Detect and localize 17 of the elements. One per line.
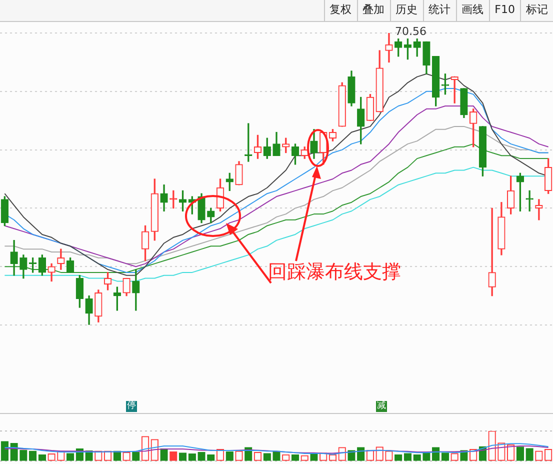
text: 历史 bbox=[390, 0, 423, 21]
text: 减 bbox=[376, 401, 387, 412]
candlestick bbox=[535, 199, 543, 220]
text: 统计 bbox=[422, 0, 456, 21]
candlestick bbox=[526, 190, 534, 212]
bar bbox=[357, 447, 365, 461]
text: 画线 bbox=[456, 0, 489, 21]
annotation: 70.56 bbox=[394, 25, 426, 38]
text: 叠加 bbox=[356, 0, 390, 21]
text: 标记 bbox=[520, 0, 553, 21]
text: 停 bbox=[126, 401, 137, 412]
text: 复权 bbox=[324, 0, 357, 21]
candlestick bbox=[488, 208, 496, 296]
text: F10 bbox=[488, 0, 520, 21]
annotation: 回踩瀑布线支撑 bbox=[268, 260, 401, 285]
bar bbox=[516, 446, 524, 461]
candlestick bbox=[385, 33, 393, 63]
